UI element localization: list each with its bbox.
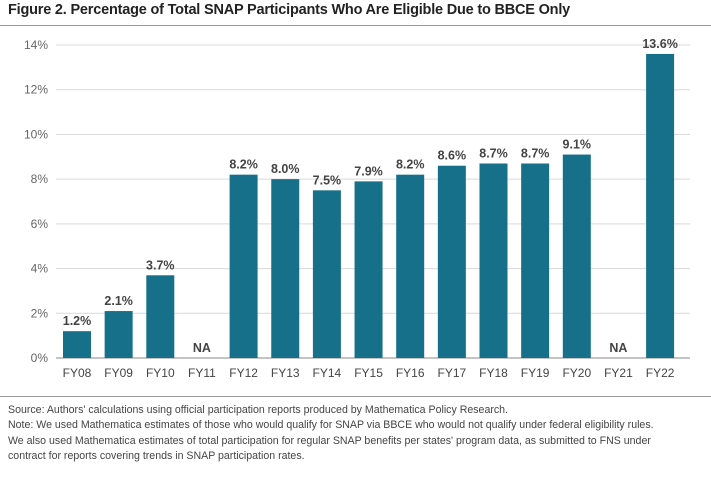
data-label: 8.2% <box>396 158 425 172</box>
data-label: 8.2% <box>229 158 258 172</box>
y-tick-label: 2% <box>31 306 49 320</box>
x-tick-label: FY09 <box>104 366 133 380</box>
y-tick-label: 0% <box>31 351 49 365</box>
x-tick-label: FY10 <box>146 366 175 380</box>
x-tick-label: FY14 <box>313 366 342 380</box>
x-tick-label: FY13 <box>271 366 300 380</box>
bar-fy15 <box>354 181 383 358</box>
bar-fy08 <box>63 331 91 358</box>
bar-fy18 <box>479 163 508 358</box>
y-tick-label: 10% <box>24 127 48 141</box>
bar-fy12 <box>229 174 258 358</box>
data-label: 1.2% <box>63 314 92 328</box>
bar-fy14 <box>312 190 341 358</box>
x-tick-label: FY21 <box>604 366 633 380</box>
y-tick-label: 4% <box>31 262 49 276</box>
bar-fy22 <box>646 53 675 358</box>
x-tick-label: FY11 <box>188 366 216 380</box>
bar-fy20 <box>562 154 591 358</box>
title-divider <box>0 25 711 26</box>
data-label: 8.7% <box>521 146 550 160</box>
x-tick-label: FY18 <box>479 366 508 380</box>
bar-fy16 <box>396 174 425 358</box>
source-note: Source: Authors' calculations using offi… <box>8 404 508 416</box>
data-label: 7.9% <box>354 164 383 178</box>
y-tick-label: 6% <box>31 217 49 231</box>
x-tick-label: FY22 <box>646 366 675 380</box>
data-label: NA <box>609 341 627 355</box>
footnotes: Source: Authors' calculations using offi… <box>8 403 708 464</box>
data-label: 8.6% <box>438 149 467 163</box>
x-tick-label: FY19 <box>521 366 550 380</box>
chart-title: Figure 2. Percentage of Total SNAP Parti… <box>8 2 571 18</box>
bar-fy19 <box>521 163 550 358</box>
bar-chart: 0% 2% 4% 6% 8% 10% 12% 14% 1.2% FY08 2.1% FY09 3.7% F… <box>24 37 690 380</box>
data-label: 7.5% <box>313 173 342 187</box>
x-tick-label: FY17 <box>438 366 467 380</box>
bar-fy13 <box>271 179 300 358</box>
y-tick-label: 12% <box>24 83 48 97</box>
note-line-2: We also used Mathematica estimates of to… <box>8 434 651 447</box>
data-label: 9.1% <box>563 138 592 152</box>
bar-fy17 <box>437 165 466 358</box>
x-tick-label: FY08 <box>63 366 92 380</box>
x-tick-label: FY16 <box>396 366 425 380</box>
x-tick-label: FY20 <box>562 366 591 380</box>
note-line-1: Note: We used Mathematica estimates of t… <box>8 419 654 432</box>
data-label: 8.0% <box>271 162 300 176</box>
data-label: 8.7% <box>479 146 508 160</box>
bar-fy10 <box>146 275 175 358</box>
note-line-3: contract for reports covering trends in … <box>8 449 305 462</box>
bar-fy09 <box>104 311 133 358</box>
x-tick-label: FY15 <box>354 366 383 380</box>
notes-divider <box>0 396 711 397</box>
data-label: 2.1% <box>104 294 133 308</box>
x-tick-label: FY12 <box>229 366 258 380</box>
y-tick-label: 8% <box>31 172 49 186</box>
data-label: 13.6% <box>642 37 677 51</box>
y-tick-label: 14% <box>24 38 48 52</box>
data-label: NA <box>193 341 211 355</box>
data-label: 3.7% <box>146 258 175 272</box>
